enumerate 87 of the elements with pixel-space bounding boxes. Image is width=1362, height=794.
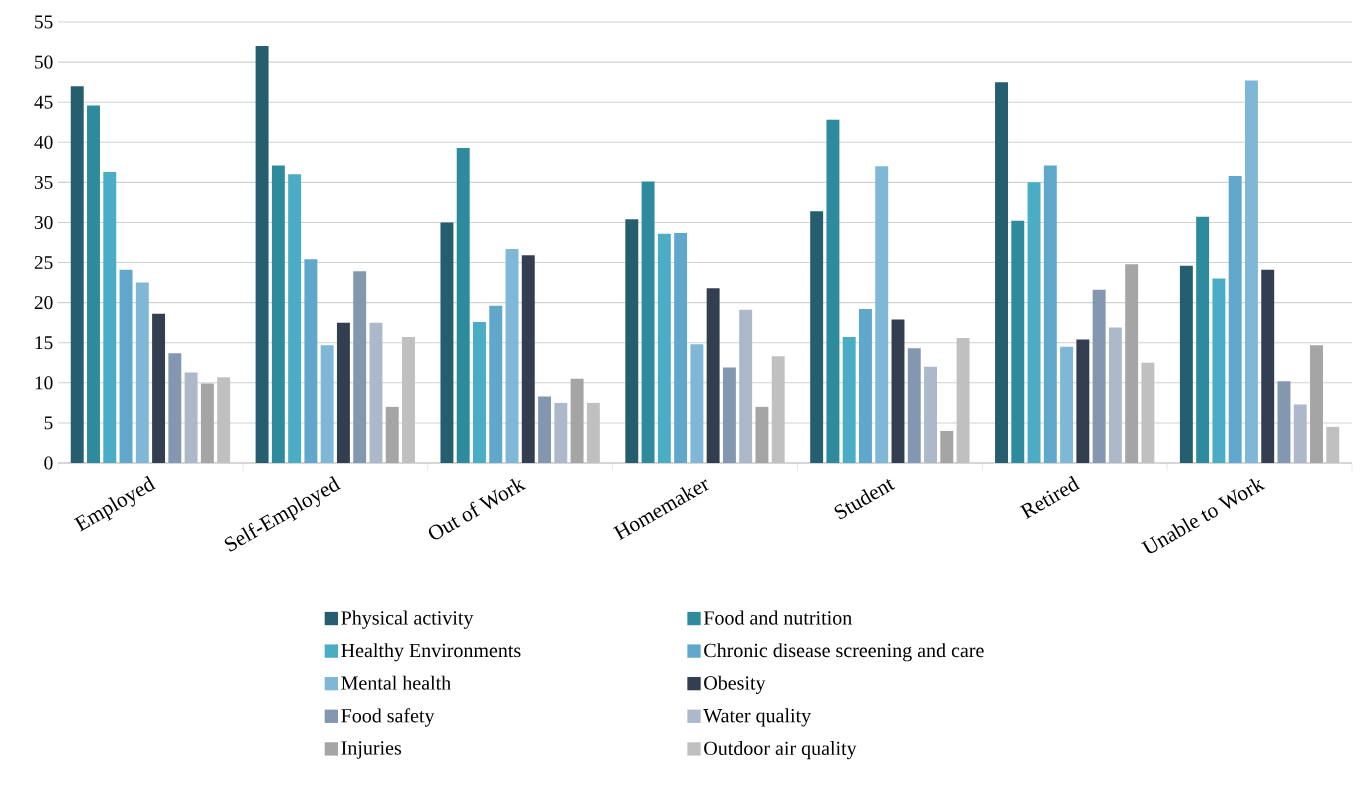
y-tick-label: 35 bbox=[34, 175, 53, 189]
legend-label: Food safety bbox=[341, 708, 435, 727]
y-tick-label: 30 bbox=[34, 215, 53, 229]
legend-label: Healthy Environments bbox=[341, 643, 521, 662]
legend-label: Water quality bbox=[703, 708, 812, 727]
bar bbox=[956, 337, 970, 463]
bar bbox=[521, 255, 535, 463]
bar bbox=[1027, 182, 1041, 463]
bar bbox=[657, 233, 671, 463]
bar bbox=[168, 353, 182, 463]
x-tick-label: Out of Work bbox=[428, 478, 526, 540]
bar bbox=[554, 402, 568, 463]
y-tick-label: 50 bbox=[35, 55, 53, 69]
bar bbox=[641, 181, 655, 463]
bar bbox=[690, 344, 704, 463]
bar bbox=[119, 269, 133, 463]
bar bbox=[135, 282, 149, 463]
bar bbox=[1043, 165, 1057, 463]
bar bbox=[369, 322, 383, 463]
bar bbox=[924, 366, 937, 463]
bar bbox=[1076, 339, 1090, 463]
y-tick-label: 45 bbox=[34, 95, 53, 109]
bar bbox=[70, 86, 84, 463]
bar bbox=[674, 232, 688, 463]
legend-label: Injuries bbox=[341, 741, 402, 759]
bar bbox=[907, 348, 921, 463]
bar bbox=[1212, 278, 1226, 463]
bar bbox=[87, 105, 100, 463]
legend-label: Outdoor air quality bbox=[704, 741, 857, 760]
bar bbox=[1293, 404, 1307, 463]
x-tick-label: Unable to Work bbox=[1141, 478, 1266, 554]
bar bbox=[706, 288, 720, 463]
bar bbox=[217, 377, 231, 463]
bar bbox=[1228, 175, 1242, 463]
legend-label: Mental health bbox=[341, 675, 451, 690]
y-tick-label: 55 bbox=[35, 15, 53, 29]
bar bbox=[184, 372, 198, 463]
bar bbox=[1196, 216, 1210, 463]
bar bbox=[152, 313, 166, 463]
bar bbox=[255, 46, 269, 463]
y-tick-label: 25 bbox=[34, 256, 53, 270]
bar bbox=[440, 222, 454, 463]
bar bbox=[473, 321, 486, 463]
bar bbox=[1092, 289, 1106, 463]
bar bbox=[1244, 80, 1258, 463]
bar bbox=[739, 309, 753, 463]
y-tick-label: 20 bbox=[34, 296, 53, 310]
bar bbox=[304, 259, 318, 463]
legend-label: Physical activity bbox=[341, 610, 474, 629]
bar bbox=[1179, 265, 1193, 463]
legend-label: Chronic disease screening and care bbox=[704, 643, 984, 662]
y-tick-label: 5 bbox=[44, 416, 53, 430]
bar bbox=[891, 319, 905, 463]
bar bbox=[995, 82, 1008, 463]
bar bbox=[722, 367, 736, 463]
y-tick-label: 10 bbox=[35, 376, 53, 390]
bar bbox=[320, 345, 334, 463]
bar bbox=[1326, 426, 1340, 463]
bar bbox=[402, 337, 415, 463]
bar bbox=[353, 271, 367, 463]
bar bbox=[858, 309, 872, 463]
bar bbox=[1108, 327, 1122, 463]
bar bbox=[875, 166, 889, 463]
y-tick-label: 0 bbox=[44, 456, 53, 470]
bar bbox=[842, 337, 856, 463]
y-tick-label: 40 bbox=[34, 135, 53, 149]
bar bbox=[538, 396, 552, 463]
bar bbox=[489, 305, 503, 463]
bar bbox=[771, 356, 785, 463]
bar bbox=[456, 147, 470, 463]
legend-label: Obesity bbox=[704, 675, 766, 694]
bar bbox=[826, 119, 840, 463]
bar bbox=[810, 211, 824, 463]
bar bbox=[1261, 269, 1275, 463]
bar bbox=[625, 219, 639, 463]
bar bbox=[1011, 220, 1025, 463]
bar bbox=[271, 165, 285, 463]
y-tick-label: 15 bbox=[35, 336, 53, 350]
bar bbox=[1060, 346, 1074, 463]
bar bbox=[1141, 362, 1155, 463]
bar bbox=[586, 402, 600, 463]
legend-label: Food and nutrition bbox=[703, 610, 852, 625]
bar bbox=[505, 248, 519, 463]
bar bbox=[103, 171, 117, 463]
bar bbox=[336, 322, 350, 463]
bar bbox=[1277, 381, 1291, 463]
bar bbox=[288, 174, 302, 463]
